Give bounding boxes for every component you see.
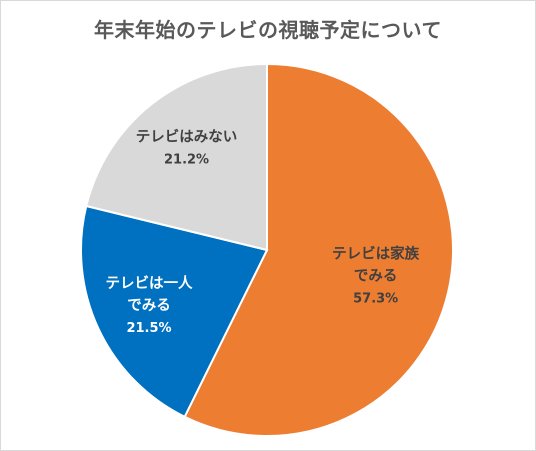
slice-category-label-2-line-2: でみる — [127, 298, 171, 314]
slice-value-label-3: 21.2% — [164, 153, 209, 168]
pie-slice-2 — [80, 204, 269, 419]
pie-slice-3 — [85, 62, 268, 252]
slice-category-label-1-line-1: テレビは家族 — [332, 244, 419, 262]
slice-value-label-1: 57.3% — [353, 291, 398, 306]
slice-category-label-3-line-1: テレビはみない — [136, 129, 238, 146]
slice-category-label-1-line-2: でみる — [354, 268, 398, 284]
pie-slices — [80, 62, 454, 437]
chart-title: 年末年始のテレビの視聴予定について — [94, 18, 442, 42]
slice-category-label-2-line-1: テレビは一人 — [106, 275, 193, 292]
slice-value-label-2: 21.5% — [126, 321, 171, 336]
pie-slice-1 — [183, 62, 454, 437]
